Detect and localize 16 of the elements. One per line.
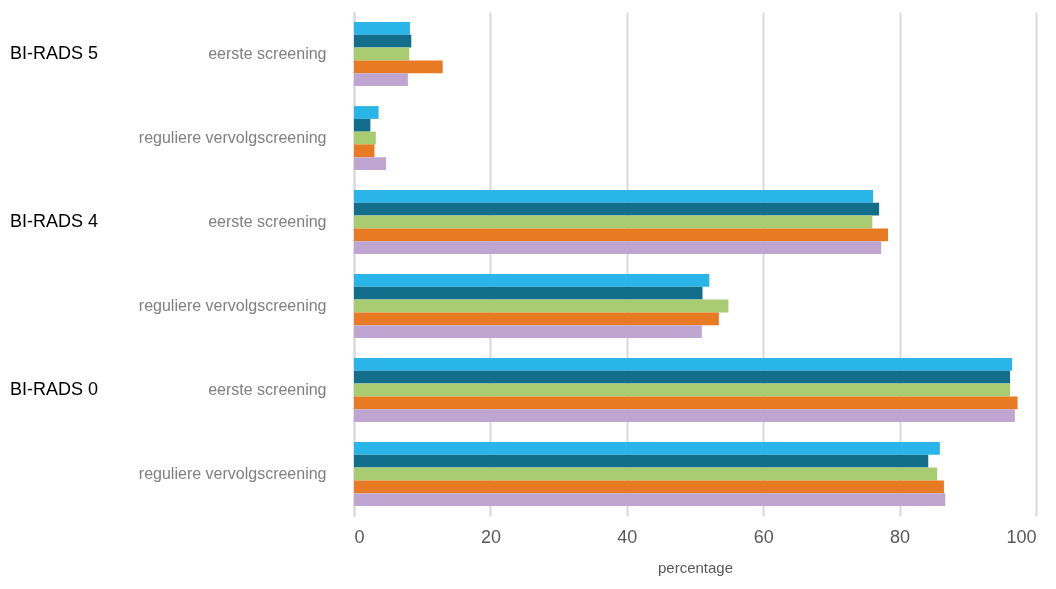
y-tick-label: eerste screening xyxy=(208,213,327,230)
y-tick-label: eerste screening xyxy=(208,381,327,398)
x-tick-label: 0 xyxy=(354,526,365,547)
y-tick-label: reguliere vervolgscreening xyxy=(138,129,327,146)
x-axis-title: percentage xyxy=(657,558,734,576)
y-tick-label: eerste screening xyxy=(208,45,327,62)
text: BI-RADS 4 xyxy=(10,211,99,231)
x-tick-label: 100 xyxy=(1006,526,1037,547)
text: BI-RADS 0 xyxy=(10,379,99,399)
x-tick-label: 80 xyxy=(890,526,911,547)
text: BI-RADS 5 xyxy=(10,43,99,63)
x-tick-label: 60 xyxy=(753,526,774,547)
x-tick-label: 40 xyxy=(617,526,638,547)
y-tick-label: reguliere vervolgscreening xyxy=(138,465,327,482)
y-tick-label: reguliere vervolgscreening xyxy=(138,297,327,314)
x-tick-label: 20 xyxy=(480,526,501,547)
